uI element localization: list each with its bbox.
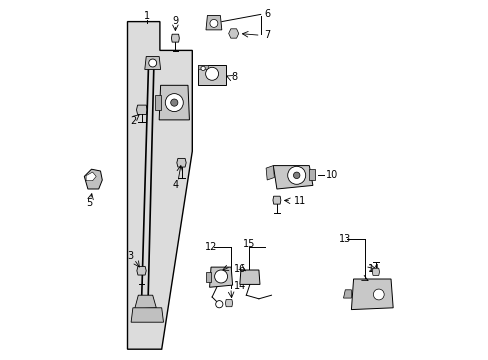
Circle shape — [205, 67, 218, 80]
Text: 3: 3 — [127, 251, 133, 261]
Circle shape — [148, 59, 156, 67]
Text: 6: 6 — [264, 9, 270, 19]
Circle shape — [201, 66, 205, 71]
Polygon shape — [144, 57, 160, 69]
Polygon shape — [134, 295, 156, 309]
Circle shape — [287, 166, 305, 184]
Text: 7: 7 — [264, 30, 270, 40]
Text: 15: 15 — [243, 239, 255, 249]
Text: 9: 9 — [172, 16, 178, 26]
Text: 2: 2 — [129, 116, 136, 126]
Polygon shape — [159, 85, 189, 120]
Text: 11: 11 — [294, 196, 306, 206]
Text: 14: 14 — [233, 281, 245, 291]
Polygon shape — [131, 308, 163, 322]
Circle shape — [170, 99, 178, 106]
Polygon shape — [205, 272, 211, 282]
Polygon shape — [273, 166, 312, 189]
Text: 13: 13 — [338, 234, 350, 244]
Polygon shape — [371, 268, 379, 275]
Text: 14: 14 — [367, 264, 379, 274]
Polygon shape — [86, 172, 96, 181]
Text: 4: 4 — [172, 180, 178, 190]
Circle shape — [209, 19, 218, 27]
Text: 10: 10 — [325, 170, 337, 180]
Polygon shape — [239, 270, 260, 284]
Circle shape — [214, 270, 227, 283]
Text: 8: 8 — [231, 72, 237, 82]
Polygon shape — [127, 22, 192, 349]
Text: 5: 5 — [86, 198, 92, 208]
Circle shape — [215, 301, 223, 308]
Polygon shape — [154, 95, 160, 110]
Polygon shape — [351, 279, 392, 310]
Polygon shape — [171, 34, 179, 42]
Polygon shape — [209, 267, 232, 287]
Polygon shape — [343, 290, 351, 298]
Circle shape — [373, 289, 384, 300]
Circle shape — [293, 172, 299, 179]
Polygon shape — [136, 105, 147, 114]
Polygon shape — [177, 158, 186, 167]
Text: 16: 16 — [234, 264, 246, 274]
Polygon shape — [198, 65, 207, 69]
Polygon shape — [84, 169, 102, 189]
Text: 12: 12 — [205, 242, 217, 252]
Polygon shape — [272, 196, 280, 204]
Polygon shape — [205, 15, 222, 30]
Polygon shape — [137, 266, 146, 275]
Polygon shape — [225, 300, 232, 307]
Polygon shape — [198, 65, 225, 85]
Polygon shape — [265, 166, 274, 180]
Circle shape — [165, 94, 183, 112]
Polygon shape — [228, 29, 238, 38]
Text: 1: 1 — [143, 11, 149, 21]
Polygon shape — [309, 169, 315, 180]
